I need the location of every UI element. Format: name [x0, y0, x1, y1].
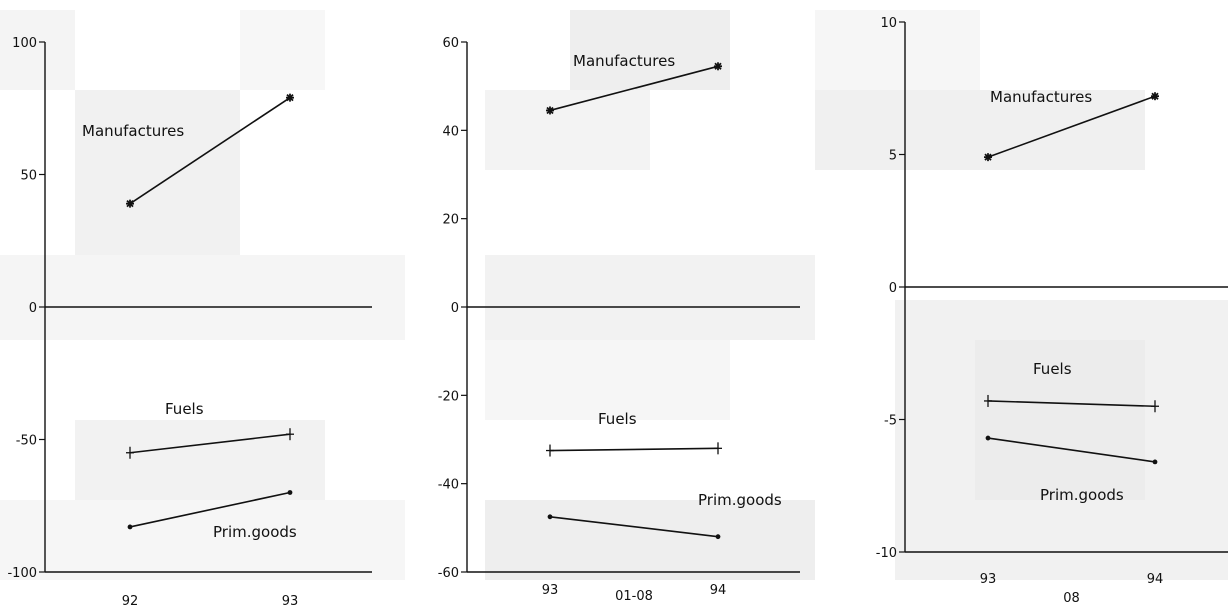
- data-point-dot: [985, 435, 991, 441]
- x-axis-label: 01-08: [615, 589, 653, 604]
- y-tick-label: 20: [442, 213, 459, 228]
- y-tick-label: 40: [442, 124, 459, 139]
- chart-3-svg: 10 5 0 -5 -10 93 94 08 Manufactures Fuels Prim.goo…: [876, 16, 1228, 606]
- y-tick-label: 0: [889, 281, 897, 296]
- data-point-asterisk: [714, 62, 722, 71]
- y-tick-label: -100: [7, 566, 37, 581]
- series-line: [987, 400, 1156, 408]
- x-tick-label: 94: [710, 583, 727, 598]
- series-label: Manufactures: [82, 122, 184, 140]
- y-tick-label: -60: [438, 566, 459, 581]
- y-tick-label: 10: [880, 16, 897, 31]
- series-line: [549, 515, 719, 538]
- chart-1-svg: 100 50 0 -50 -100 92 93 Manufactures Fuels Prim.g…: [7, 36, 372, 609]
- y-tick-label: 50: [20, 169, 37, 184]
- series-line: [129, 491, 291, 528]
- data-point-dot: [715, 534, 721, 540]
- data-point-asterisk: [126, 199, 134, 208]
- data-point-plus: [714, 442, 722, 455]
- y-tick-label: 5: [889, 149, 897, 164]
- x-tick-label: 93: [542, 583, 559, 598]
- series-label: Manufactures: [573, 52, 675, 70]
- data-point-plus: [1151, 400, 1159, 413]
- series-line: [549, 447, 719, 452]
- series-label: Fuels: [598, 410, 637, 428]
- data-point-dot: [547, 514, 553, 520]
- series-label: Manufactures: [990, 88, 1092, 106]
- y-tick-label: 0: [451, 301, 459, 316]
- y-tick-label: -50: [16, 434, 37, 449]
- x-axis-label: 08: [1063, 591, 1080, 606]
- data-point-dot: [287, 490, 293, 495]
- data-point-plus: [126, 446, 134, 459]
- y-tick-label: -20: [438, 389, 459, 404]
- chart-2-svg: 60 40 20 0 -20 -40 -60 93 94 01-08 Manufactures Fue…: [438, 36, 800, 604]
- data-point-dot: [127, 524, 133, 530]
- series-line: [987, 437, 1156, 463]
- series-label: Prim.goods: [1040, 486, 1124, 504]
- y-tick-label: 100: [12, 36, 37, 51]
- x-tick-label: 94: [1147, 572, 1164, 587]
- x-tick-label: 93: [980, 572, 997, 587]
- series-line: [129, 96, 291, 205]
- data-point-plus: [546, 444, 554, 457]
- y-tick-label: -40: [438, 478, 459, 493]
- data-point-dot: [1152, 459, 1158, 465]
- data-point-asterisk: [984, 153, 992, 162]
- data-point-asterisk: [1151, 92, 1159, 101]
- series-label: Fuels: [1033, 360, 1072, 378]
- chart-panel-2: 60 40 20 0 -20 -40 -60 93 94 01-08 Manufactures Fue…: [405, 0, 815, 612]
- chart-panel-3: 10 5 0 -5 -10 93 94 08 Manufactures Fuels Prim.goo…: [815, 0, 1228, 612]
- series-label: Prim.goods: [213, 523, 297, 541]
- data-point-asterisk: [546, 106, 554, 115]
- chart-panel-1: 100 50 0 -50 -100 92 93 Manufactures Fuels Prim.g…: [0, 0, 405, 612]
- x-tick-label: 92: [122, 594, 139, 609]
- series-label: Fuels: [165, 400, 204, 418]
- data-point-asterisk: [286, 93, 294, 102]
- series-line: [549, 65, 719, 112]
- y-tick-label: 0: [29, 301, 37, 316]
- data-point-plus: [286, 428, 294, 441]
- series-line: [129, 433, 291, 454]
- series-label: Prim.goods: [698, 491, 782, 509]
- y-tick-label: -10: [876, 546, 897, 561]
- series-line: [987, 95, 1156, 158]
- data-point-plus: [984, 394, 992, 407]
- y-tick-label: 60: [442, 36, 459, 51]
- y-tick-label: -5: [884, 414, 897, 429]
- x-tick-label: 93: [282, 594, 299, 609]
